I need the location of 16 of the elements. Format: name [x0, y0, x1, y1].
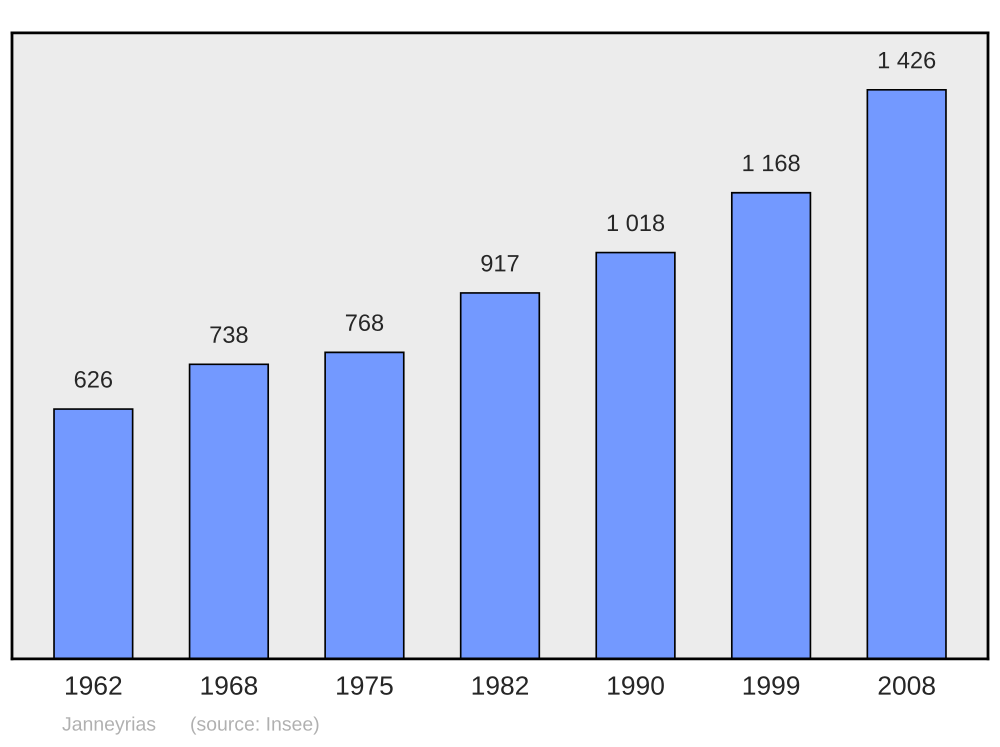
text: (source: Insee) — [191, 716, 318, 735]
text: Janneyrias — [62, 716, 156, 735]
x-tick-label: 1962 — [66, 676, 122, 695]
data-label: 1 018 — [608, 214, 664, 232]
data-label: 738 — [210, 326, 248, 344]
x-tick-label: 1968 — [202, 676, 258, 695]
data-label: 626 — [74, 370, 112, 388]
data-label: 768 — [346, 314, 384, 332]
x-tick-label: 2008 — [878, 676, 935, 695]
x-tick-label: 1990 — [608, 676, 664, 695]
data-label: 1 168 — [743, 154, 800, 172]
data-label: 917 — [481, 254, 519, 272]
x-tick-label: 1982 — [472, 676, 528, 695]
x-tick-label: 1999 — [744, 676, 800, 695]
data-label: 1 426 — [878, 52, 936, 68]
x-tick-label: 1975 — [337, 676, 393, 695]
